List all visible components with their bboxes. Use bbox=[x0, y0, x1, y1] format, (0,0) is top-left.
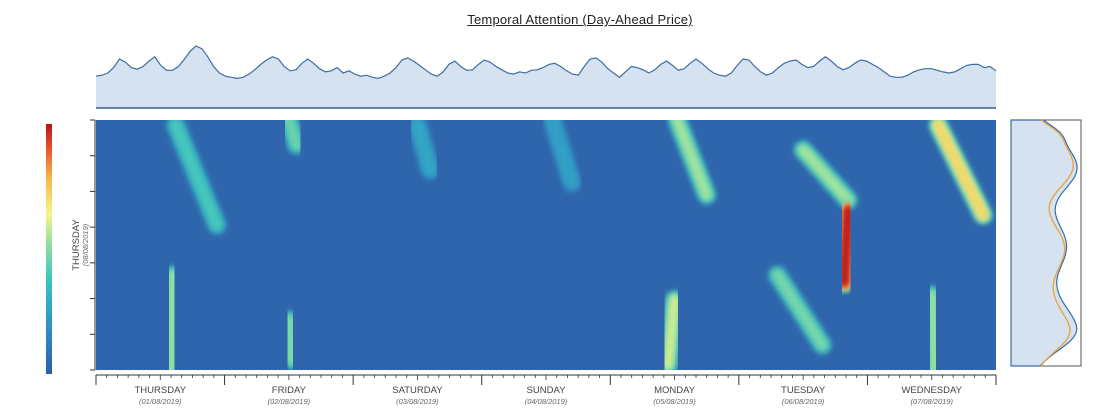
y-axis bbox=[90, 119, 96, 371]
hotspot-4-layer-1 bbox=[411, 120, 437, 176]
heatmap-background bbox=[96, 120, 996, 370]
x-day-name: SUNDAY bbox=[527, 385, 567, 396]
x-day-date: (02/08/2019) bbox=[268, 397, 311, 406]
hotspot-2-layer-1 bbox=[282, 120, 303, 151]
hotspot-1-layer-1 bbox=[164, 269, 180, 370]
hotspot-6-layer-2 bbox=[672, 120, 712, 200]
x-day-name: WEDNESDAY bbox=[901, 385, 962, 396]
y-day-name: THURSDAY bbox=[71, 219, 82, 271]
x-day-date: (03/08/2019) bbox=[396, 397, 439, 406]
hotspot-8-layer-2 bbox=[798, 145, 854, 205]
hotspot-0-layer-1 bbox=[169, 120, 223, 231]
hotspot-11-layer-3 bbox=[933, 120, 988, 220]
y-axis-label: THURSDAY (08/08/2019) bbox=[71, 219, 90, 271]
x-day-date: (04/08/2019) bbox=[525, 397, 568, 406]
top-profile-area bbox=[96, 46, 996, 108]
right-profile-secondary-line bbox=[1040, 119, 1074, 367]
heatmap bbox=[96, 120, 996, 370]
right-attention-profile bbox=[1010, 119, 1082, 367]
hotspot-5-layer-1 bbox=[546, 120, 578, 189]
hotspot-3-layer-1 bbox=[282, 314, 298, 366]
hotspot-9-layer-6 bbox=[840, 206, 852, 287]
y-day-date: (08/08/2019) bbox=[81, 223, 90, 266]
heatmap-hotspots bbox=[161, 120, 996, 370]
hotspot-10-layer-1 bbox=[771, 269, 829, 351]
x-day-name: FRIDAY bbox=[272, 385, 307, 396]
x-day-date: (01/08/2019) bbox=[139, 397, 182, 406]
hotspot-7-layer-2 bbox=[663, 295, 680, 370]
top-profile-line bbox=[95, 45, 997, 80]
x-day-name: TUESDAY bbox=[781, 385, 826, 396]
x-axis: THURSDAY(01/08/2019) FRIDAY(02/08/2019) SA… bbox=[95, 374, 997, 406]
x-day-date: (05/08/2019) bbox=[653, 397, 696, 406]
x-day-date: (07/08/2019) bbox=[910, 397, 953, 406]
chart-title: Temporal Attention (Day-Ahead Price) bbox=[467, 12, 693, 27]
x-day-name: SATURDAY bbox=[392, 385, 443, 396]
x-day-date: (06/08/2019) bbox=[782, 397, 825, 406]
hotspot-12-layer-1 bbox=[925, 289, 941, 370]
x-day-name: MONDAY bbox=[654, 385, 696, 396]
colorbar bbox=[46, 124, 52, 374]
x-day-name: THURSDAY bbox=[135, 385, 187, 396]
right-profile-area bbox=[1010, 119, 1078, 367]
top-attention-profile bbox=[95, 45, 997, 109]
